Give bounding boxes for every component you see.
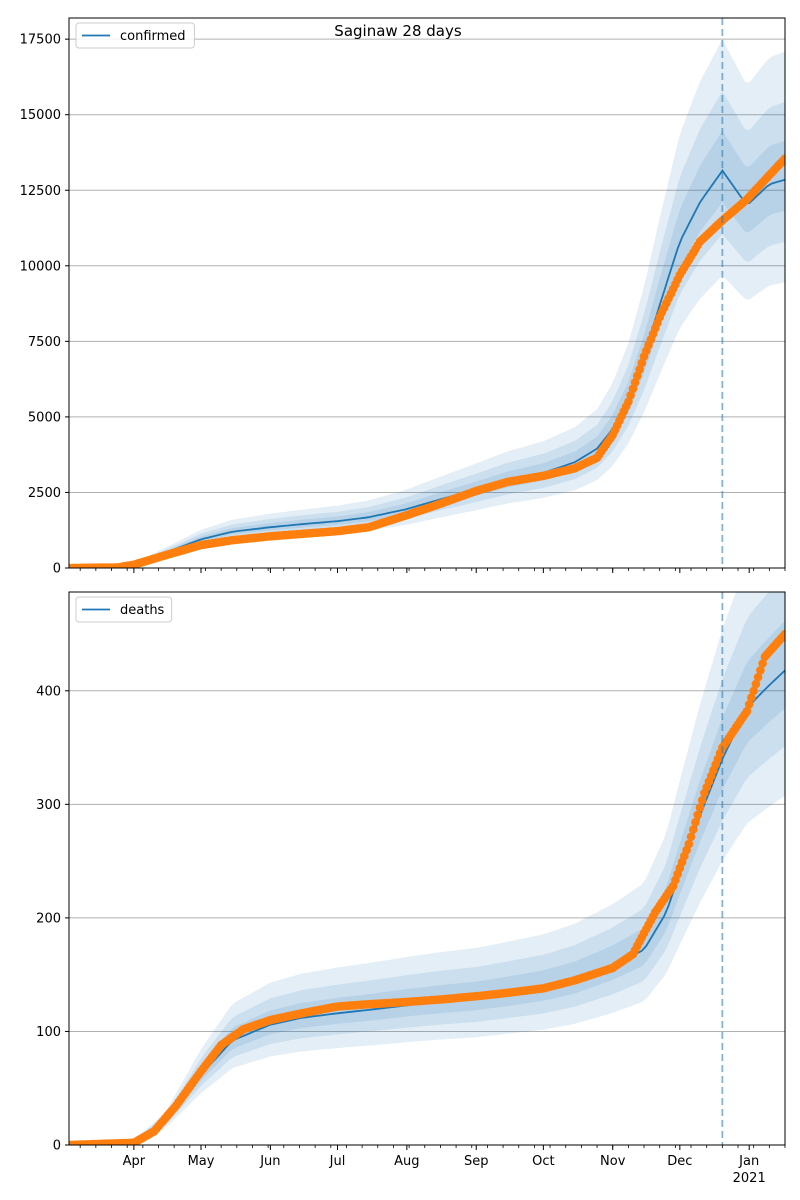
x-tick-label: May xyxy=(188,1154,215,1169)
legend-label: confirmed xyxy=(120,29,186,44)
y-tick-label: 100 xyxy=(36,1025,61,1040)
observed-point xyxy=(758,659,767,668)
uncertainty-band xyxy=(69,592,785,1145)
axes-frame xyxy=(68,17,786,569)
observed-point xyxy=(689,825,698,834)
axes-frame xyxy=(68,591,786,1146)
observed-point xyxy=(697,796,707,805)
observed-point xyxy=(780,629,785,639)
observed-point xyxy=(635,365,644,374)
x-tick-label: Sep xyxy=(464,1154,489,1169)
observed-point xyxy=(753,672,763,682)
observed-point xyxy=(686,832,696,842)
observed-point xyxy=(624,397,633,407)
x-tick-label: Jul xyxy=(329,1154,346,1169)
observed-point xyxy=(744,700,754,709)
y-tick-label: 5000 xyxy=(28,410,61,425)
observed-point xyxy=(684,839,694,849)
observed-point xyxy=(695,803,705,812)
x-tick-label: Aug xyxy=(394,1154,419,1169)
observed-point xyxy=(693,810,702,820)
observed-point xyxy=(780,154,785,163)
y-tick-label: 17500 xyxy=(20,33,61,48)
legend-label: deaths xyxy=(120,603,165,618)
observed-point xyxy=(626,391,635,400)
x-tick-label: Nov xyxy=(600,1154,626,1169)
legend-box xyxy=(75,22,195,49)
y-tick-label: 12500 xyxy=(20,184,61,199)
y-tick-label: 10000 xyxy=(20,259,61,274)
x-tick-label: Apr xyxy=(123,1154,146,1169)
x-tick-label: Jun xyxy=(259,1154,280,1169)
x-year-label: 2021 xyxy=(733,1171,766,1186)
legend-box xyxy=(75,596,173,623)
x-tick-label: Dec xyxy=(667,1154,692,1169)
y-tick-label: 2500 xyxy=(28,486,61,501)
observed-point xyxy=(633,371,642,381)
model-line xyxy=(69,169,785,568)
y-tick-label: 15000 xyxy=(20,108,61,123)
y-tick-label: 0 xyxy=(53,1139,61,1154)
x-tick-label: Jan xyxy=(738,1154,759,1169)
observed-point xyxy=(747,693,756,702)
y-tick-label: 0 xyxy=(53,562,61,577)
plot-area xyxy=(69,39,785,568)
chart-title: Saginaw 28 days xyxy=(334,22,462,40)
y-tick-label: 400 xyxy=(36,684,61,699)
plot-area xyxy=(69,592,785,1145)
observed-point xyxy=(749,686,758,696)
y-tick-label: 300 xyxy=(36,798,61,813)
confirmed-panel: 0 2500 5000 7500 10000 12500 15000 17500 confirm… xyxy=(20,17,786,577)
deaths-panel: 0 100 200 300 400 Apr May Jun Jul Aug Sep Oct Nov Dec… xyxy=(36,591,786,1186)
observed-point xyxy=(756,666,765,675)
observed-point xyxy=(742,706,752,716)
uncertainty-band xyxy=(69,130,785,568)
observed-point xyxy=(630,378,640,387)
y-tick-label: 7500 xyxy=(28,335,61,350)
x-tick-label: Oct xyxy=(532,1154,554,1169)
observed-point xyxy=(751,679,761,689)
observed-point xyxy=(691,817,700,827)
uncertainty-band xyxy=(69,39,785,568)
y-tick-label: 200 xyxy=(36,911,61,926)
